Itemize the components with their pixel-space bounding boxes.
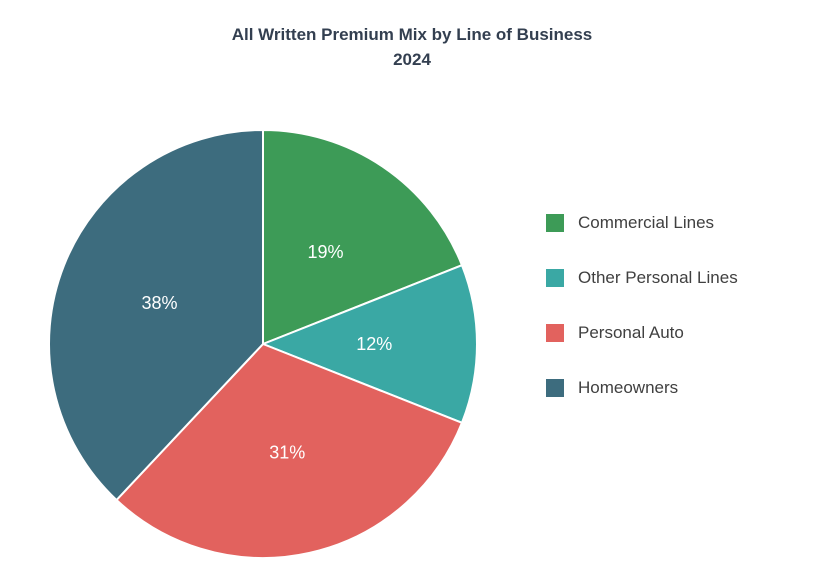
legend-swatch xyxy=(546,214,564,232)
legend-label: Commercial Lines xyxy=(578,213,715,232)
pie-slice-commercial-lines xyxy=(262,129,463,345)
legend-swatch xyxy=(546,379,564,397)
slice-label: 38% xyxy=(141,293,177,313)
legend: Commercial Lines Other Personal Lines Pers… xyxy=(546,213,738,397)
legend-label: Other Personal Lines xyxy=(578,268,738,287)
legend-swatch xyxy=(546,324,564,342)
pie-slice-personal-auto xyxy=(115,343,463,559)
pie-slice-other-personal-lines xyxy=(262,264,478,424)
pie-chart: 19% 12% 31% 38% xyxy=(48,129,478,559)
legend-label: Homeowners xyxy=(578,378,679,397)
chart-subtitle: 2024 xyxy=(393,50,431,69)
chart-title-block: All Written Premium Mix by Line of Busin… xyxy=(0,22,824,72)
legend-item: Other Personal Lines xyxy=(546,268,738,287)
legend-item: Personal Auto xyxy=(546,323,738,342)
slice-label: 31% xyxy=(269,443,305,463)
pie-slice-homeowners xyxy=(48,129,264,501)
legend-item: Commercial Lines xyxy=(546,213,738,232)
legend-item: Homeowners xyxy=(546,378,738,397)
slice-label: 19% xyxy=(307,242,343,262)
legend-swatch xyxy=(546,269,564,287)
chart-title: All Written Premium Mix by Line of Busin… xyxy=(231,25,593,44)
slice-label: 12% xyxy=(356,334,392,354)
legend-label: Personal Auto xyxy=(578,323,684,342)
